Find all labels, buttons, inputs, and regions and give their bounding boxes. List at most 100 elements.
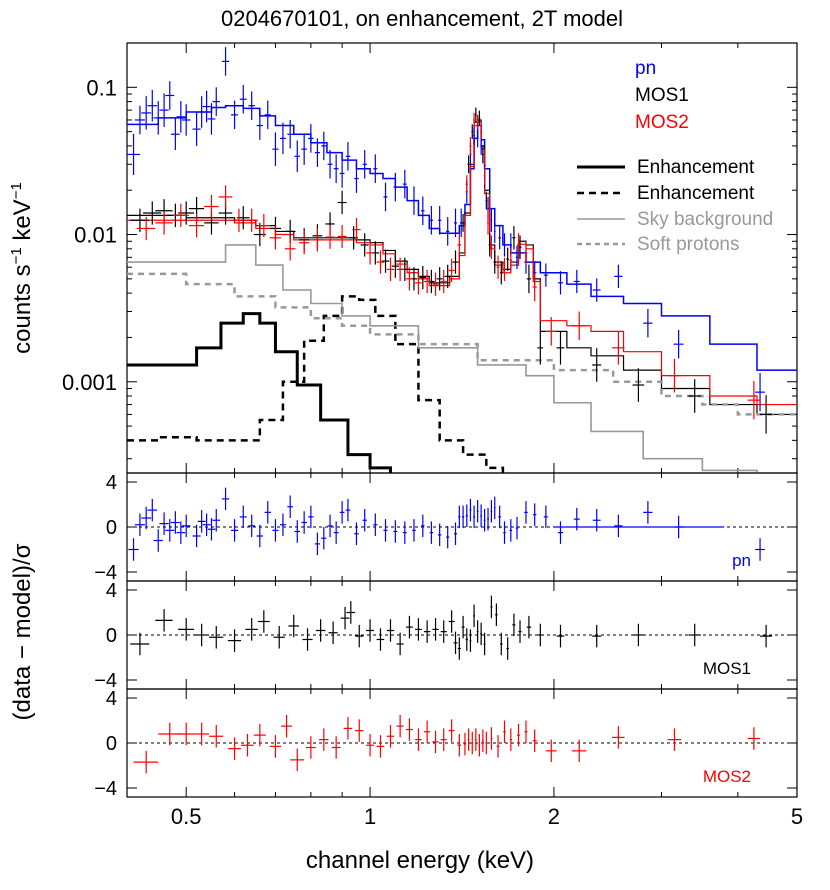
residual-point	[346, 601, 356, 624]
data-point	[557, 271, 564, 295]
residual-point	[524, 501, 528, 524]
residual-point	[457, 637, 461, 660]
residual-point	[339, 501, 345, 524]
data-point	[688, 379, 701, 413]
data-point	[487, 211, 489, 235]
data-point	[312, 228, 323, 252]
data-point	[612, 331, 625, 365]
residual-point	[592, 509, 601, 532]
data-point	[354, 164, 359, 193]
residual-point	[506, 637, 509, 660]
residual-point	[747, 727, 761, 750]
residual-point	[571, 739, 587, 763]
x-tick-label: 1	[364, 804, 376, 829]
data-point	[202, 90, 211, 123]
res-y-tick-label: 0	[106, 517, 117, 539]
data-point	[571, 311, 587, 341]
x-tick-label: 0.5	[171, 804, 202, 829]
data-point	[467, 155, 470, 174]
residual-point	[496, 735, 500, 758]
data-point	[207, 103, 216, 135]
residual-point	[294, 520, 301, 543]
residual-point	[526, 615, 532, 639]
data-point	[496, 255, 500, 279]
residual-point	[194, 722, 210, 746]
residual-point	[643, 501, 653, 524]
model-line	[127, 295, 505, 473]
residual-point	[667, 728, 682, 751]
model-line	[127, 312, 392, 473]
data-point	[592, 278, 601, 302]
residual-point	[176, 521, 186, 544]
residual-point	[512, 613, 516, 637]
y-tick-label: 0.01	[74, 223, 117, 248]
data-point	[405, 267, 413, 291]
data-point	[473, 126, 475, 145]
model-line	[127, 104, 797, 371]
legend-instrument: MOS1	[635, 85, 689, 106]
residual-point	[355, 624, 364, 648]
data-point	[230, 100, 239, 130]
residual-point	[230, 519, 239, 542]
residual-point	[448, 610, 455, 633]
residual-point	[178, 722, 195, 746]
residual-panel-mos2: −4 0 4 0.5 1 2 5 MOS2	[94, 688, 803, 829]
data-point	[197, 96, 206, 128]
data-point	[396, 257, 404, 282]
ylabel-main: counts s	[9, 264, 36, 353]
data-point	[415, 271, 422, 295]
residual-point	[288, 614, 300, 638]
residual-point	[209, 626, 224, 649]
residual-point	[321, 527, 327, 550]
residual-point	[524, 720, 528, 743]
residual-point	[130, 632, 150, 656]
residual-point	[612, 726, 625, 749]
residual-point	[415, 618, 422, 641]
data-point	[412, 186, 416, 215]
residual-point	[383, 519, 388, 542]
residual-point	[482, 729, 484, 752]
residual-point	[465, 628, 468, 651]
residual-frame	[126, 688, 798, 798]
data-point	[452, 250, 459, 274]
data-point	[393, 172, 398, 202]
data-point	[488, 233, 491, 257]
data-point	[509, 248, 513, 272]
spectrum-frame	[126, 42, 798, 474]
res-y-tick-label: −4	[94, 670, 117, 692]
data-point	[423, 269, 431, 294]
data-point	[485, 191, 488, 210]
residual-point	[490, 727, 493, 750]
residual-point	[373, 513, 378, 536]
data-point	[299, 231, 310, 255]
data-point	[159, 93, 169, 127]
data-point	[498, 226, 501, 250]
residual-point	[319, 728, 329, 751]
residual-point	[192, 524, 201, 548]
data-point	[308, 124, 314, 153]
data-point	[245, 208, 258, 232]
residual-point	[343, 717, 353, 740]
x-axis-label: channel energy (keV)	[306, 847, 534, 874]
residual-point	[393, 520, 398, 543]
chart-title: 0204670101, on enhancement, 2T model	[221, 6, 623, 31]
residual-point	[478, 734, 481, 757]
residual-point	[438, 523, 442, 547]
residual-panel-label: pn	[732, 551, 751, 570]
data-point	[272, 132, 279, 166]
residual-point	[153, 529, 163, 552]
data-point	[192, 112, 201, 146]
residual-point	[429, 521, 434, 544]
data-point	[376, 250, 385, 274]
data-point	[493, 250, 497, 274]
residual-point	[537, 623, 544, 647]
data-point	[204, 194, 219, 219]
residual-point	[194, 623, 210, 647]
residual-point	[483, 509, 486, 532]
data-point	[257, 213, 270, 238]
residual-point	[509, 728, 513, 751]
residual-point	[290, 748, 305, 772]
data-point	[212, 87, 221, 116]
data-point	[503, 257, 506, 282]
residual-panel-mos1: −4 0 4 MOS1	[94, 580, 798, 692]
